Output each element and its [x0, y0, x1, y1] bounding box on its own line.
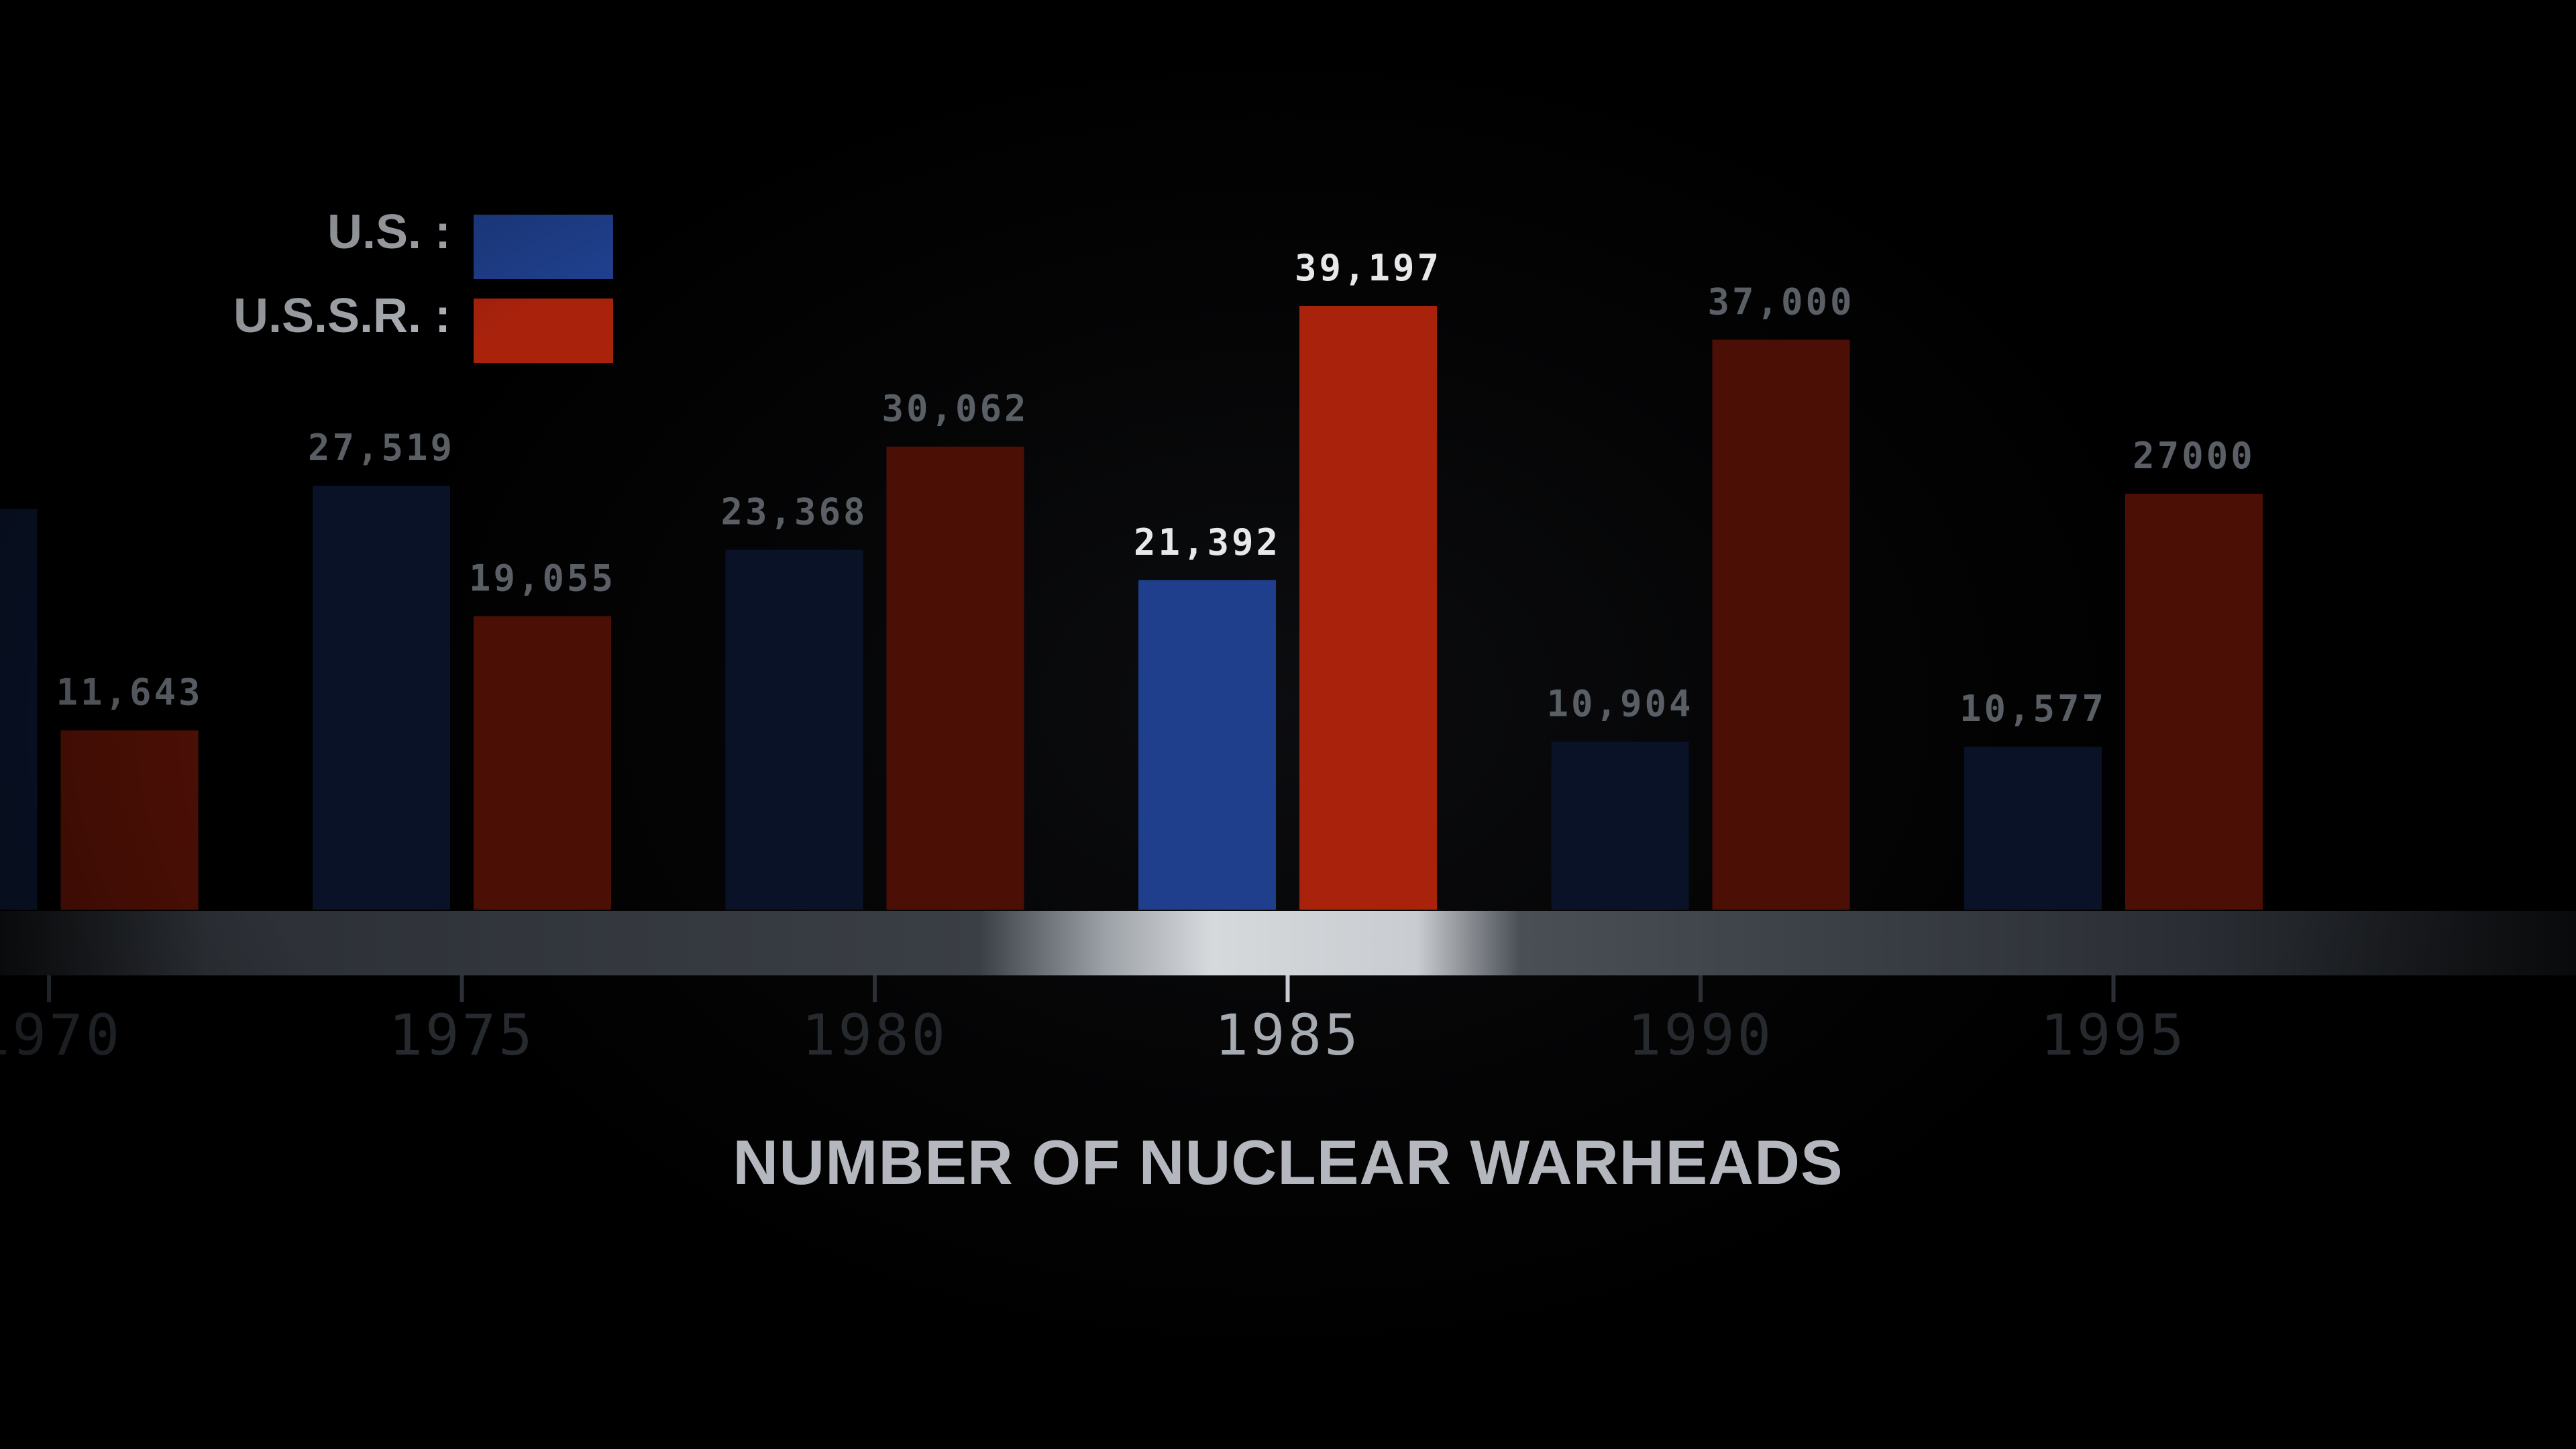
x-tick-label-1975: 1975: [388, 1002, 535, 1068]
value-label-us-1990: 10,904: [1546, 683, 1693, 725]
legend-swatch-us: [474, 215, 613, 279]
bar-us-1985: [1138, 580, 1276, 910]
chart-title: NUMBER OF NUCLEAR WARHEADS: [733, 1127, 1843, 1197]
value-label-ussr-1970: 11,643: [56, 672, 203, 714]
legend-label-us: U.S. :: [327, 205, 451, 259]
value-label-ussr-1975: 19,055: [469, 557, 616, 599]
value-label-us-1975: 27,519: [308, 427, 455, 469]
bar-ussr-1980: [886, 446, 1024, 910]
bar-us-1975: [313, 486, 450, 910]
value-label-us-1985: 21,392: [1134, 521, 1281, 564]
bar-us-1970: [0, 508, 38, 910]
bar-ussr-1985: [1299, 306, 1437, 910]
bar-ussr-1975: [474, 616, 611, 910]
x-axis-band: [0, 911, 2576, 975]
bar-ussr-1995: [2125, 494, 2263, 910]
bar-ussr-1970: [60, 730, 199, 910]
value-label-ussr-1990: 37,000: [1707, 280, 1854, 323]
legend-label-ussr: U.S.S.R. :: [233, 289, 451, 343]
bar-us-1980: [725, 549, 863, 910]
bar-us-1995: [1964, 747, 2102, 910]
bar-us-1990: [1551, 741, 1689, 910]
value-label-ussr-1980: 30,062: [881, 388, 1028, 430]
value-label-ussr-1985: 39,197: [1295, 247, 1442, 289]
x-tick-label-1995: 1995: [2040, 1002, 2186, 1068]
bar-ussr-1990: [1712, 339, 1850, 910]
value-label-us-1995: 10,577: [1960, 688, 2106, 730]
x-tick-label-1970: 1970: [0, 1002, 122, 1068]
legend-swatch-ussr: [474, 299, 613, 363]
x-tick-label-1985: 1985: [1214, 1002, 1360, 1068]
x-tick-label-1990: 1990: [1627, 1002, 1774, 1068]
value-label-us-1980: 23,368: [720, 490, 867, 533]
x-tick-label-1980: 1980: [802, 1002, 948, 1068]
value-label-ussr-1995: 27000: [2133, 435, 2255, 477]
